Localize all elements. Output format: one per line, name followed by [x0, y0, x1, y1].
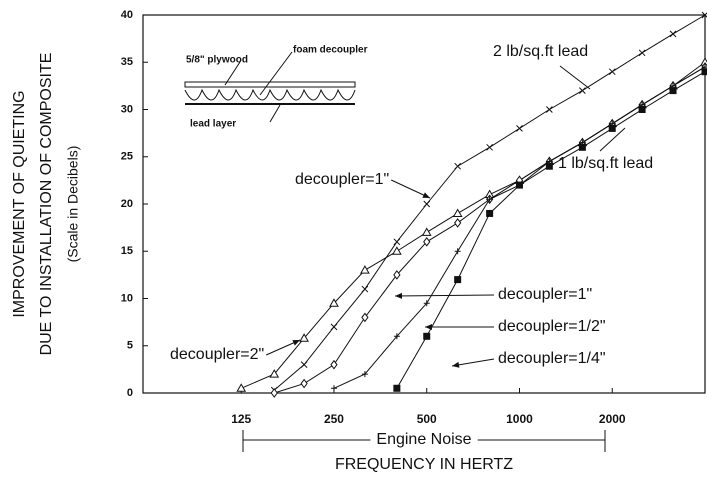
marker	[361, 266, 369, 273]
label-arrow	[560, 66, 590, 89]
marker	[516, 125, 522, 131]
marker	[301, 380, 307, 388]
marker	[579, 144, 586, 151]
marker	[639, 50, 645, 56]
annotation: 5/8" plywood	[186, 55, 248, 66]
annotation: foam decoupler	[293, 45, 368, 56]
marker	[609, 69, 615, 75]
y-tick-label: 15	[121, 245, 133, 257]
series-label: decoupler=2"	[170, 346, 264, 363]
series-label: decoupler=1/2"	[498, 318, 606, 335]
marker	[424, 201, 430, 207]
marker	[454, 209, 462, 216]
marker	[670, 31, 676, 37]
y-tick-label: 25	[121, 151, 133, 163]
marker	[639, 106, 646, 113]
arrow-head	[425, 324, 432, 330]
foam	[185, 90, 355, 100]
y-tick-label: 30	[121, 103, 133, 115]
marker	[362, 286, 368, 292]
marker	[702, 68, 707, 75]
marker	[454, 276, 461, 283]
x-tick-label: 2000	[599, 412, 626, 426]
series-label: decoupler=1"	[498, 286, 592, 303]
marker	[331, 324, 337, 330]
y-tick-label: 5	[127, 340, 133, 352]
marker	[271, 389, 277, 397]
annotation: 1 lb/sq.ft lead	[558, 155, 653, 172]
label-arrow	[395, 295, 494, 296]
marker	[487, 144, 493, 150]
series-label: decoupler=1"	[295, 171, 389, 188]
marker	[423, 228, 431, 235]
marker	[546, 163, 553, 170]
marker	[455, 219, 461, 227]
marker	[331, 385, 337, 391]
y-axis-title: IMPROVEMENT OF QUIETING	[11, 90, 28, 317]
x-tick-label: 1000	[506, 412, 533, 426]
y-tick-label: 35	[121, 56, 133, 68]
annotation: 2 lb/sq.ft lead	[493, 43, 588, 60]
series-line	[334, 67, 705, 388]
y-tick-label: 0	[127, 387, 133, 399]
series-label: decoupler=1/4"	[498, 350, 606, 367]
series	[271, 63, 707, 397]
series	[393, 68, 707, 392]
leader	[270, 105, 280, 122]
plywood	[185, 82, 355, 87]
x-tick-label: 250	[324, 412, 344, 426]
y-tick-label: 10	[121, 292, 133, 304]
y-tick-label: 40	[121, 9, 133, 21]
chart: 0 5 10 15 20 25 30 35 40 125 250 500 1000 2000 IMPROVE…	[0, 0, 707, 477]
leader	[260, 52, 292, 95]
marker	[455, 163, 461, 169]
x-axis-title: Engine Noise	[376, 431, 471, 448]
annotation: lead layer	[190, 119, 236, 130]
y-axis-title: (Scale in Decibels)	[65, 146, 81, 263]
series-line	[397, 72, 705, 389]
x-axis-title: FREQUENCY IN HERTZ	[335, 456, 513, 473]
marker	[516, 182, 523, 189]
arrow-head	[395, 293, 402, 299]
marker	[237, 384, 245, 391]
marker	[423, 333, 430, 340]
marker	[670, 87, 677, 94]
marker	[394, 239, 400, 245]
marker	[393, 247, 401, 254]
marker	[455, 248, 461, 254]
x-tick-label: 125	[231, 412, 251, 426]
x-tick-label: 500	[417, 412, 437, 426]
series-line	[274, 67, 705, 393]
marker	[609, 125, 616, 132]
marker	[486, 210, 493, 217]
marker	[301, 362, 307, 368]
marker	[579, 88, 585, 94]
marker	[546, 107, 552, 113]
series	[331, 64, 707, 391]
y-axis-title: DUE TO INSTALLATION OF COMPOSITE	[38, 53, 55, 356]
y-tick-label: 20	[121, 198, 133, 210]
marker	[393, 385, 400, 392]
